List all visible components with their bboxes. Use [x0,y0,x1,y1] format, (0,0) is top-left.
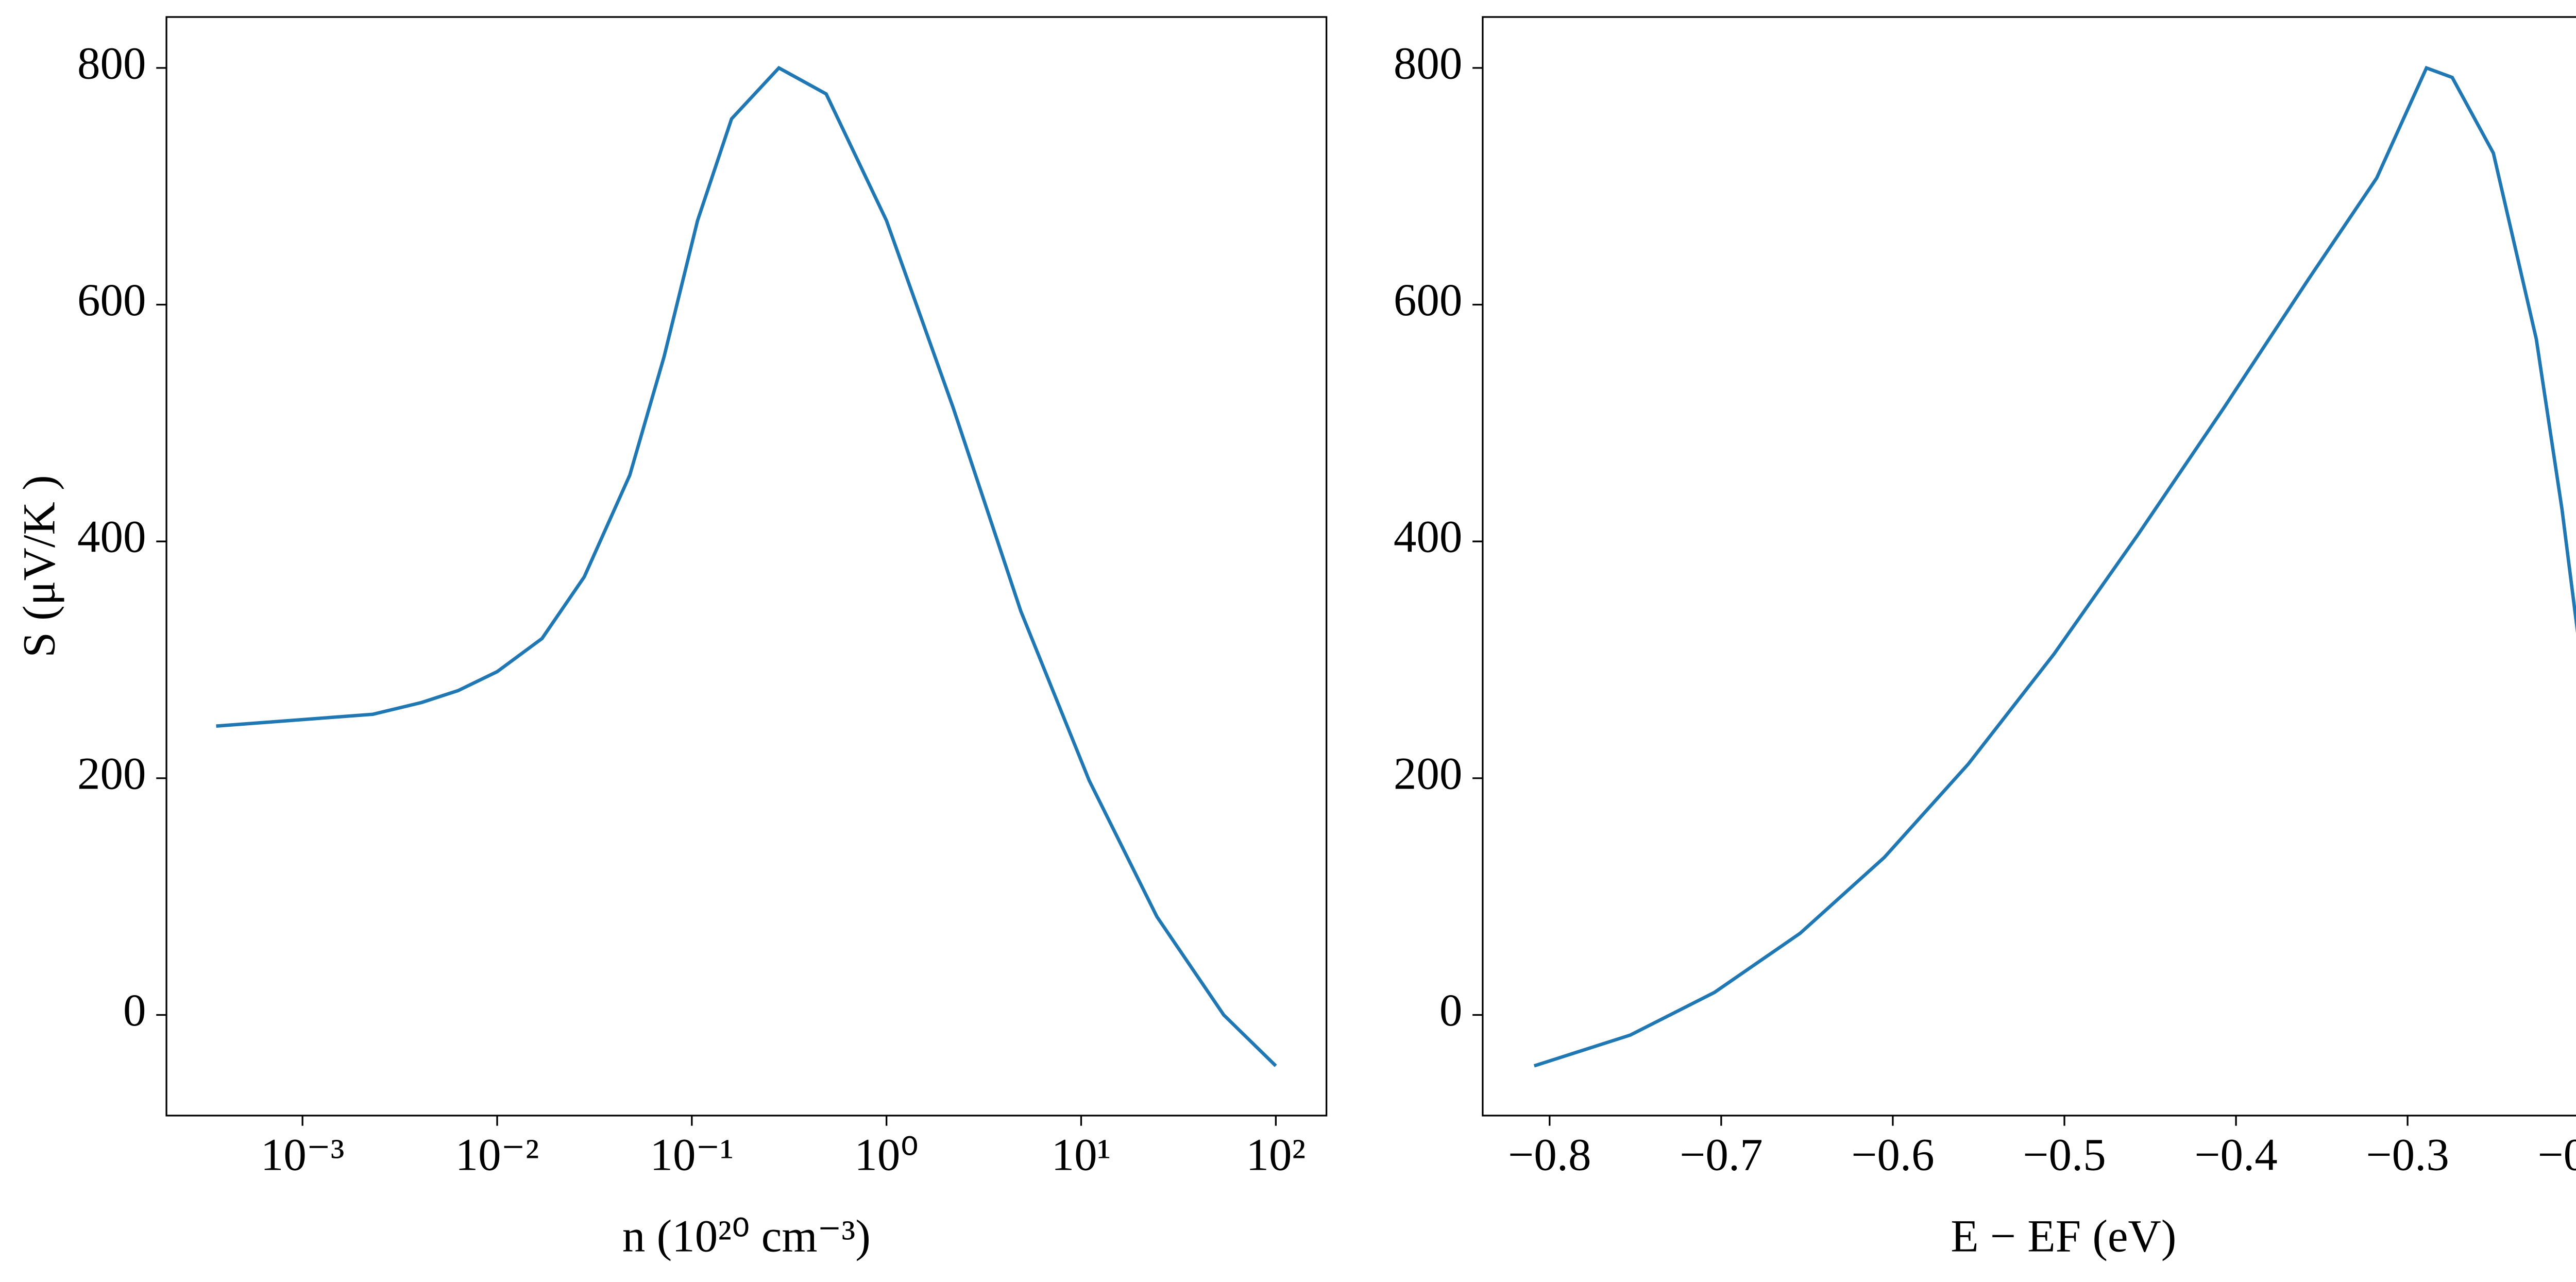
x-tick-label: −0.3 [2366,1130,2449,1180]
x-tick-label: −0.8 [1508,1130,1591,1180]
y-tick-label: 600 [77,275,146,326]
x-tick-label: 10⁰ [854,1130,919,1180]
plot-frame [1482,16,2576,1117]
y-tick-label: 200 [1394,748,1463,799]
y-tick-label: 0 [1439,985,1463,1036]
y-axis-label: S (μV/K ) [14,475,64,657]
x-axis-label: n (10²⁰ cm⁻³) [622,1211,871,1262]
x-axis-label: E − EF (eV) [1951,1211,2176,1262]
x-tick-label: −0.4 [2194,1130,2277,1180]
y-tick-label: 800 [1394,38,1463,89]
x-tick-label: −0.2 [2537,1130,2576,1180]
y-tick-label: 400 [1394,512,1463,562]
x-tick-label: −0.6 [1851,1130,1934,1180]
y-tick-label: 200 [77,748,146,799]
y-tick-label: 600 [1394,275,1463,326]
data-line [1533,65,2576,1068]
x-tick-label: −0.5 [2023,1130,2106,1180]
plot-frame [165,16,1328,1117]
y-tick-label: 800 [77,38,146,89]
y-tick-label: 400 [77,512,146,562]
x-tick-label: 10⁻² [455,1130,539,1180]
y-tick-label: 0 [123,985,146,1036]
x-tick-label: 10⁻¹ [650,1130,734,1180]
x-tick-label: 10¹ [1052,1130,1111,1180]
data-line [216,65,1277,1067]
x-tick-label: 10² [1246,1130,1306,1180]
x-tick-label: 10⁻³ [261,1130,345,1180]
x-tick-label: −0.7 [1680,1130,1762,1180]
